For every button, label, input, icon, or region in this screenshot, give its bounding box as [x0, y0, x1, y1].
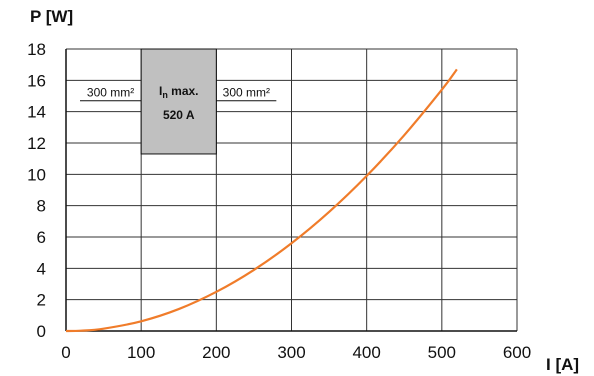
connector-annotation: 300 mm² 300 mm² In max. 520 A [80, 48, 277, 155]
x-tick-label-0: 0 [61, 343, 70, 362]
rated-current-symbol: I [159, 84, 162, 98]
y-tick-label-6: 6 [37, 228, 46, 247]
y-tick-label-8: 8 [37, 197, 46, 216]
tick-labels: 0 2 4 6 8 10 12 14 16 18 0 100 200 300 400 500 600 [27, 40, 531, 362]
rated-current-label: In max. [159, 84, 199, 100]
y-tick-label-14: 14 [27, 103, 46, 122]
rated-current-subscript: n [162, 90, 168, 100]
x-tick-label-300: 300 [277, 343, 305, 362]
y-tick-label-18: 18 [27, 40, 46, 59]
x-tick-label-400: 400 [352, 343, 380, 362]
rated-current-value: 520 A [163, 108, 195, 122]
y-axis-label: P [W] [30, 7, 73, 26]
y-tick-label-10: 10 [27, 165, 46, 184]
y-tick-label-4: 4 [37, 259, 46, 278]
rated-current-suffix: max. [168, 84, 199, 98]
axes [65, 49, 517, 332]
series-layer [65, 68, 458, 333]
x-tick-label-600: 600 [503, 343, 531, 362]
x-tick-label-100: 100 [127, 343, 155, 362]
x-axis-label: I [A] [546, 355, 579, 374]
y-tick-label-0: 0 [37, 322, 46, 341]
y-tick-label-2: 2 [37, 291, 46, 310]
x-tick-label-200: 200 [202, 343, 230, 362]
right-cross-section-label: 300 mm² [223, 86, 270, 100]
y-tick-label-12: 12 [27, 134, 46, 153]
rated-current-box [140, 48, 217, 155]
series-line-0 [65, 68, 458, 333]
x-tick-label-500: 500 [428, 343, 456, 362]
left-cross-section-label: 300 mm² [87, 86, 134, 100]
y-tick-label-16: 16 [27, 71, 46, 90]
